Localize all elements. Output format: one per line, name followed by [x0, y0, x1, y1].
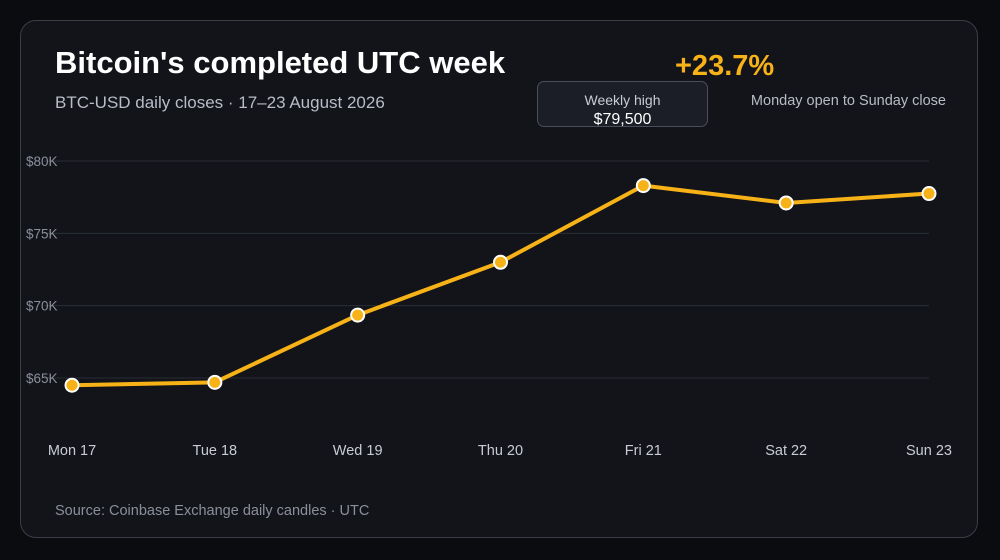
data-point — [635, 178, 651, 194]
x-tick-label: Thu 20 — [478, 443, 523, 459]
y-tick-label: $80K — [26, 154, 58, 169]
x-tick-label: Mon 17 — [48, 443, 96, 459]
data-point — [64, 377, 80, 393]
tooltip-label: Weekly high — [584, 92, 661, 108]
source-note: Source: Coinbase Exchange daily candles … — [55, 503, 370, 519]
y-tick-label: $65K — [26, 371, 58, 386]
y-tick-label: $70K — [26, 299, 58, 314]
y-tick-label: $75K — [26, 226, 58, 241]
data-point — [778, 195, 794, 211]
data-point — [493, 254, 508, 270]
tooltip-value: $79,500 — [593, 111, 652, 128]
chart-title: Bitcoin's completed UTC week — [55, 45, 506, 80]
weekly-change-value: +23.7% — [675, 50, 775, 82]
weekly-change-note: Monday open to Sunday close — [750, 93, 946, 109]
x-axis-ticks: Mon 17 Tue 18 Wed 19 Thu 20 Fri 21 Sat 22 Sun … — [48, 443, 952, 459]
x-tick-label: Fri 21 — [625, 443, 662, 459]
chart-card: Bitcoin's completed UTC week BTC-USD dai… — [20, 20, 978, 538]
chart-subtitle: BTC-USD daily closes · 17–23 August 2026 — [55, 93, 385, 112]
x-tick-label: Sat 22 — [765, 443, 807, 459]
y-axis-ticks: $65K $70K $75K $80K — [26, 154, 58, 386]
weekly-high-tooltip: Weekly high $79,500 — [537, 81, 708, 128]
data-point — [350, 307, 366, 323]
x-tick-label: Wed 19 — [333, 443, 383, 459]
grid-lines — [44, 160, 929, 379]
data-point — [921, 186, 937, 202]
x-tick-label: Sun 23 — [906, 443, 952, 459]
series-btc — [64, 178, 937, 393]
x-tick-label: Tue 18 — [193, 443, 238, 459]
series-line — [70, 183, 931, 388]
data-point — [207, 374, 223, 390]
